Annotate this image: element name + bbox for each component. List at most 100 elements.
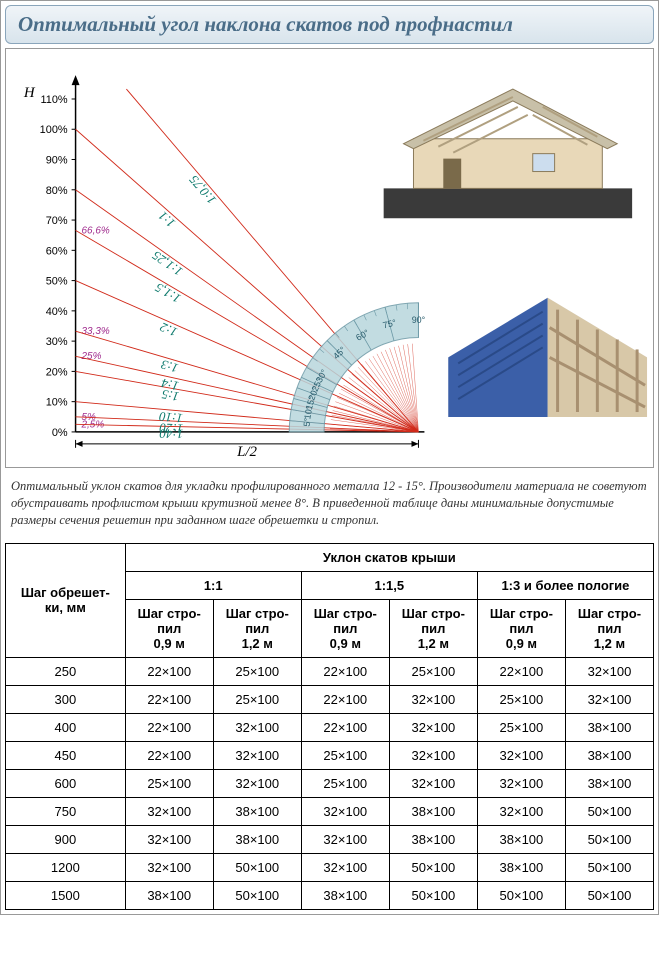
data-cell: 38×100: [565, 741, 653, 769]
sub-header: Шаг стро-пил0,9 м: [125, 599, 213, 657]
sub-header: Шаг стро-пил0,9 м: [301, 599, 389, 657]
step-cell: 300: [6, 685, 126, 713]
data-cell: 22×100: [125, 657, 213, 685]
diagram-svg: 0% 10% 20% 30% 40% 50% 60% 70% 80% 90% 100% 110% H L/…: [6, 49, 653, 467]
svg-text:90%: 90%: [46, 154, 68, 166]
page-title: Оптимальный угол наклона скатов под проф…: [5, 5, 654, 44]
svg-text:20%: 20%: [46, 366, 68, 378]
data-cell: 25×100: [125, 769, 213, 797]
svg-text:60%: 60%: [46, 245, 68, 257]
data-cell: 32×100: [565, 685, 653, 713]
group-header: 1:1: [125, 571, 301, 599]
svg-text:10%: 10%: [46, 397, 68, 409]
data-cell: 50×100: [565, 853, 653, 881]
svg-text:30%: 30%: [46, 336, 68, 348]
data-cell: 22×100: [301, 685, 389, 713]
data-cell: 38×100: [477, 853, 565, 881]
table-row: 40022×10032×10022×10032×10025×10038×100: [6, 713, 654, 741]
data-cell: 38×100: [125, 881, 213, 909]
slope-table: Шаг обрешет-ки, мм Уклон скатов крыши 1:…: [5, 543, 654, 910]
data-cell: 38×100: [565, 769, 653, 797]
caption-text: Оптимальный уклон скатов для укладки про…: [1, 472, 658, 539]
table-row: 90032×10038×10032×10038×10038×10050×100: [6, 825, 654, 853]
group-header: 1:3 и более пологие: [477, 571, 653, 599]
data-cell: 38×100: [389, 825, 477, 853]
data-cell: 32×100: [213, 713, 301, 741]
svg-text:H: H: [23, 85, 36, 101]
data-cell: 32×100: [301, 825, 389, 853]
data-cell: 38×100: [565, 713, 653, 741]
slope-diagram: 0% 10% 20% 30% 40% 50% 60% 70% 80% 90% 100% 110% H L/…: [5, 48, 654, 468]
data-cell: 32×100: [213, 741, 301, 769]
data-cell: 50×100: [565, 797, 653, 825]
sub-header: Шаг стро-пил1,2 м: [213, 599, 301, 657]
data-cell: 50×100: [477, 881, 565, 909]
sub-header: Шаг стро-пил0,9 м: [477, 599, 565, 657]
data-cell: 22×100: [477, 657, 565, 685]
group-header: 1:1,5: [301, 571, 477, 599]
svg-text:1:1,25: 1:1,25: [149, 248, 185, 280]
data-cell: 38×100: [477, 825, 565, 853]
step-cell: 1500: [6, 881, 126, 909]
svg-text:70%: 70%: [46, 215, 68, 227]
data-cell: 32×100: [213, 769, 301, 797]
data-cell: 32×100: [125, 797, 213, 825]
svg-text:1:10: 1:10: [158, 409, 183, 426]
data-cell: 22×100: [125, 713, 213, 741]
sub-header: Шаг стро-пил1,2 м: [389, 599, 477, 657]
data-cell: 32×100: [125, 853, 213, 881]
data-cell: 50×100: [565, 881, 653, 909]
data-cell: 25×100: [477, 713, 565, 741]
table-row: 60025×10032×10025×10032×10032×10038×100: [6, 769, 654, 797]
svg-text:1:2: 1:2: [157, 319, 179, 340]
data-cell: 22×100: [301, 657, 389, 685]
data-cell: 32×100: [477, 769, 565, 797]
svg-text:0%: 0%: [52, 427, 68, 439]
data-cell: 32×100: [477, 797, 565, 825]
svg-text:80%: 80%: [46, 185, 68, 197]
svg-text:1:0,75: 1:0,75: [186, 172, 219, 208]
data-cell: 32×100: [125, 825, 213, 853]
top-header: Уклон скатов крыши: [125, 543, 653, 571]
table-row: 25022×10025×10022×10025×10022×10032×100: [6, 657, 654, 685]
step-cell: 250: [6, 657, 126, 685]
corner-header: Шаг обрешет-ки, мм: [6, 543, 126, 657]
data-cell: 22×100: [301, 713, 389, 741]
page-container: Оптимальный угол наклона скатов под проф…: [0, 0, 659, 915]
data-cell: 32×100: [389, 685, 477, 713]
data-cell: 32×100: [389, 741, 477, 769]
data-cell: 32×100: [301, 853, 389, 881]
data-cell: 32×100: [565, 657, 653, 685]
step-cell: 600: [6, 769, 126, 797]
step-cell: 900: [6, 825, 126, 853]
data-cell: 38×100: [213, 825, 301, 853]
data-cell: 38×100: [389, 797, 477, 825]
step-cell: 750: [6, 797, 126, 825]
svg-text:L/2: L/2: [236, 444, 257, 460]
data-cell: 25×100: [301, 769, 389, 797]
svg-text:1:1,5: 1:1,5: [152, 280, 183, 307]
svg-text:40%: 40%: [46, 306, 68, 318]
table-row: 30022×10025×10022×10032×10025×10032×100: [6, 685, 654, 713]
table-row: 150038×10050×10038×10050×10050×10050×100: [6, 881, 654, 909]
data-cell: 38×100: [213, 797, 301, 825]
roof-illustration: [448, 298, 647, 417]
data-cell: 38×100: [301, 881, 389, 909]
table-row: 75032×10038×10032×10038×10032×10050×100: [6, 797, 654, 825]
svg-text:110%: 110%: [40, 94, 67, 106]
data-cell: 32×100: [301, 797, 389, 825]
table-row: 120032×10050×10032×10050×10038×10050×100: [6, 853, 654, 881]
step-cell: 1200: [6, 853, 126, 881]
sub-header: Шаг стро-пил1,2 м: [565, 599, 653, 657]
data-cell: 32×100: [389, 713, 477, 741]
data-cell: 50×100: [389, 853, 477, 881]
step-cell: 450: [6, 741, 126, 769]
data-cell: 25×100: [213, 657, 301, 685]
svg-text:50%: 50%: [46, 276, 68, 288]
svg-text:100%: 100%: [40, 124, 68, 136]
data-cell: 50×100: [213, 881, 301, 909]
data-cell: 32×100: [477, 741, 565, 769]
svg-text:25%: 25%: [81, 351, 102, 362]
data-cell: 50×100: [213, 853, 301, 881]
data-cell: 25×100: [213, 685, 301, 713]
